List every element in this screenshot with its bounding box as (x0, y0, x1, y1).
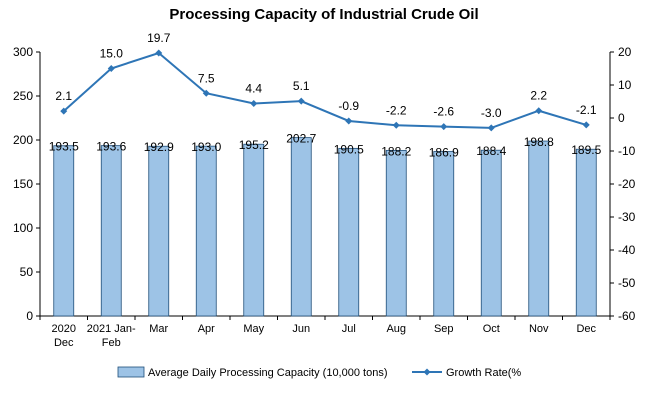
left-tick-label: 200 (13, 133, 33, 147)
bar-data-label: 193.6 (96, 140, 126, 154)
growth-point (440, 123, 448, 131)
growth-point (155, 49, 163, 57)
x-category-label: Dec (576, 323, 596, 335)
growth-point (297, 97, 305, 105)
growth-data-label: 7.5 (198, 71, 215, 85)
growth-point (345, 117, 353, 125)
growth-point (487, 124, 495, 132)
bar (433, 151, 455, 317)
x-category-label: Mar (149, 323, 168, 335)
growth-point (60, 107, 68, 115)
right-tick-label: -30 (618, 210, 636, 224)
bar-series (53, 137, 597, 317)
growth-point (392, 121, 400, 129)
growth-point (107, 65, 115, 72)
bar-data-label: 202.7 (286, 132, 316, 146)
bar-data-label: 188.2 (381, 144, 411, 158)
x-category-label: Feb (102, 337, 121, 349)
left-tick-label: 150 (13, 177, 33, 191)
legend-line-marker (423, 368, 431, 376)
bar-data-label: 198.8 (524, 135, 554, 149)
growth-data-label: -3.0 (481, 106, 502, 120)
growth-data-label: 5.1 (293, 79, 310, 93)
axes: 0 50 100 150 200 250 300 -60 -50 -40 -30 -20 -10 0 10 2… (13, 45, 636, 323)
bar-data-label: 188.4 (476, 144, 506, 158)
bar-data-label: 190.5 (334, 142, 364, 156)
bar (480, 149, 502, 317)
bar-data-label: 189.5 (571, 143, 601, 157)
right-tick-label: -60 (618, 309, 636, 323)
bar-data-label: 186.9 (429, 146, 459, 160)
growth-point (535, 107, 543, 115)
x-category-label: Apr (198, 323, 215, 335)
bar (290, 137, 312, 317)
bar (148, 145, 170, 317)
growth-point (582, 121, 590, 129)
growth-data-label: -2.6 (433, 105, 454, 119)
bar (338, 147, 360, 317)
growth-data-label: 2.1 (55, 89, 72, 103)
right-tick-label: -40 (618, 243, 636, 257)
growth-data-label: 4.4 (245, 81, 262, 95)
legend-bar-swatch (117, 366, 145, 378)
left-tick-label: 250 (13, 89, 33, 103)
x-category-label: Nov (529, 323, 549, 335)
bar (243, 143, 265, 317)
x-category-label: Oct (483, 323, 500, 335)
legend-line-label: Growth Rate(% (446, 367, 521, 379)
left-tick-label: 100 (13, 221, 33, 235)
right-tick-label: 10 (618, 78, 632, 92)
bar-data-label: 193.5 (49, 140, 79, 154)
legend-bar-label: Average Daily Processing Capacity (10,00… (148, 367, 387, 379)
growth-data-label: 2.2 (530, 89, 547, 103)
right-tick-label: -20 (618, 177, 636, 191)
x-category-label: 2021 Jan- (87, 323, 136, 335)
bar (575, 148, 597, 317)
line-series (60, 49, 590, 132)
bar (100, 145, 122, 317)
x-category-label: Jun (292, 323, 310, 335)
bar (53, 145, 75, 317)
growth-data-label: -0.9 (338, 99, 359, 113)
bar (195, 145, 217, 317)
growth-data-label: -2.2 (386, 103, 407, 117)
growth-data-label: 15.0 (100, 47, 124, 61)
growth-point (202, 89, 210, 97)
bar-data-label: 193.0 (191, 140, 221, 154)
chart-title: Processing Capacity of Industrial Crude … (169, 6, 479, 23)
left-tick-label: 300 (13, 45, 33, 59)
x-category-label: 2020 (52, 323, 76, 335)
growth-line (63, 51, 587, 129)
x-category-label: Aug (386, 323, 406, 335)
growth-data-label: -2.1 (576, 103, 597, 117)
right-tick-label: -10 (618, 144, 636, 158)
growth-data-label: 19.7 (147, 31, 171, 45)
line-labels: 2.1 15.0 19.7 7.5 4.4 5.1 -0.9 -2.2 -2.6 -3.0 2.2 -… (55, 31, 597, 120)
bar (528, 140, 550, 317)
right-tick-label: 0 (618, 111, 625, 125)
bar (385, 149, 407, 317)
right-tick-label: -50 (618, 276, 636, 290)
x-category-label: Sep (434, 323, 454, 335)
legend: Average Daily Processing Capacity (10,00… (117, 366, 521, 379)
right-tick-label: 20 (618, 45, 632, 59)
x-category-label: May (243, 323, 264, 335)
bar-data-label: 195.2 (239, 138, 269, 152)
bar-labels: 193.5 193.6 192.9 193.0 195.2 202.7 190.5 188.2… (49, 132, 602, 160)
category-labels: 2020 Dec 2021 Jan- Feb Mar Apr May Jun Jul Aug Sep… (52, 323, 597, 349)
x-category-label: Dec (54, 337, 74, 349)
x-category-label: Jul (342, 323, 356, 335)
left-tick-label: 0 (26, 309, 33, 323)
bar-data-label: 192.9 (144, 140, 174, 154)
growth-point (250, 99, 258, 107)
left-tick-label: 50 (20, 265, 34, 279)
